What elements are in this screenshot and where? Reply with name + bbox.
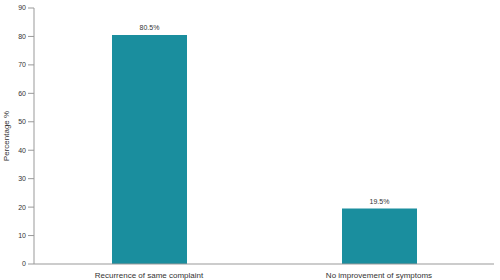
svg-text:80: 80 — [18, 33, 26, 40]
svg-text:40: 40 — [18, 147, 26, 154]
svg-text:19.5%: 19.5% — [370, 198, 390, 205]
svg-text:60: 60 — [18, 90, 26, 97]
svg-text:Recurrence of same complaint: Recurrence of same complaint — [95, 271, 204, 280]
svg-text:30: 30 — [18, 175, 26, 182]
svg-text:No improvement of symptoms: No improvement of symptoms — [326, 271, 432, 280]
svg-text:80.5%: 80.5% — [140, 24, 160, 31]
svg-text:0: 0 — [22, 260, 26, 267]
svg-text:20: 20 — [18, 204, 26, 211]
svg-text:70: 70 — [18, 61, 26, 68]
svg-text:90: 90 — [18, 4, 26, 11]
svg-text:50: 50 — [18, 118, 26, 125]
svg-text:Percentage %: Percentage % — [8, 111, 11, 161]
svg-text:10: 10 — [18, 232, 26, 239]
